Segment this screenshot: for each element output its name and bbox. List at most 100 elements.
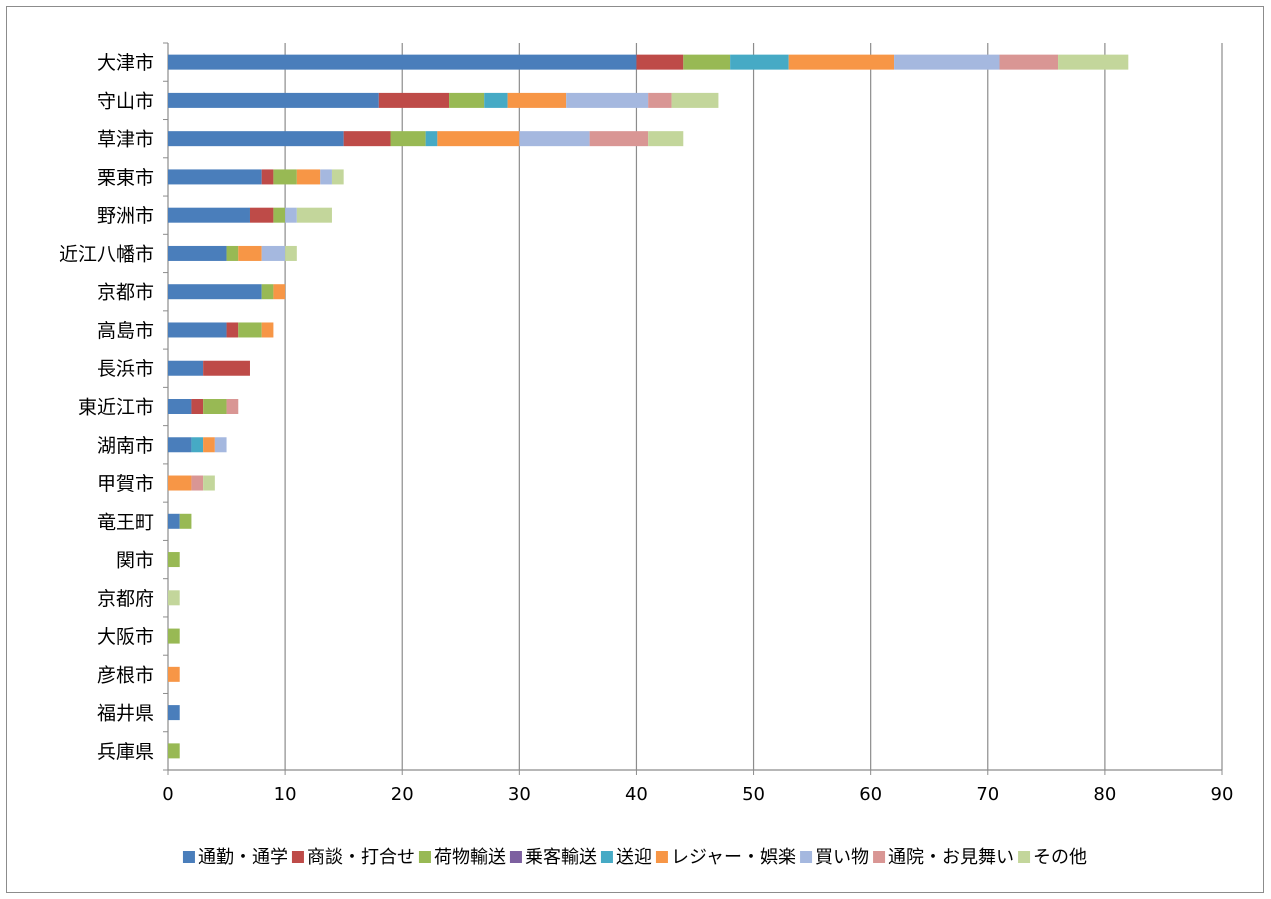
bar-segment: 兵庫県 / 荷物輸送: 1 [168, 743, 180, 759]
bar-segment: 湖南市 / レジャー・娯楽: 1 [203, 437, 215, 453]
legend-item: 買い物 [800, 847, 869, 868]
bar-segment: 高島市 / レジャー・娯楽: 1 [261, 322, 274, 338]
x-tick-label: 60 [859, 784, 882, 805]
bar-segment: 守山市 / 買い物: 7 [566, 92, 649, 108]
category-label: 高島市 [97, 320, 154, 342]
x-tick-label: 0 [162, 784, 173, 805]
category-label: 湖南市 [97, 435, 154, 457]
bar-segment: 草津市 / 荷物輸送: 3 [390, 131, 426, 147]
bar-segment: 栗東市 / その他: 1 [331, 169, 344, 185]
bar-segment: 長浜市 / 通勤・通学: 3 [168, 360, 204, 376]
bar-segment: 高島市 / 荷物輸送: 2 [238, 322, 262, 338]
legend-swatch [418, 851, 431, 863]
bar-segment: 甲賀市 / レジャー・娯楽: 2 [168, 475, 192, 491]
legend-label: 商談・打合せ [307, 847, 415, 868]
bar-segment: 大津市 / 荷物輸送: 4 [683, 54, 731, 70]
category-label: 福井県 [97, 703, 154, 725]
bar-segment: 守山市 / レジャー・娯楽: 5 [507, 92, 567, 108]
category-label: 甲賀市 [97, 473, 154, 495]
bar-segment: 京都府 / その他: 1 [168, 590, 180, 606]
bar-segment: 栗東市 / 買い物: 1 [320, 169, 332, 185]
legend-item: レジャー・娯楽 [655, 847, 796, 868]
legend-item: 通院・お見舞い [873, 847, 1014, 868]
legend-swatch [182, 851, 195, 863]
bar-segment: 草津市 / 通院・お見舞い: 5 [589, 131, 649, 147]
bar-segment: 近江八幡市 / 買い物: 2 [261, 245, 286, 261]
x-tick-label: 10 [274, 784, 297, 805]
bar-segment: 甲賀市 / 通院・お見舞い: 1 [191, 475, 204, 491]
category-label: 長浜市 [97, 358, 154, 380]
bar-segment: 京都市 / 通勤・通学: 8 [168, 284, 262, 300]
legend-label: 通勤・通学 [198, 847, 288, 868]
x-tick-labels: 0 10 20 30 40 50 60 70 80 90 [162, 770, 1233, 805]
x-tick-label: 90 [1211, 784, 1234, 805]
bar-segment: 大津市 / 買い物: 9 [894, 54, 1000, 70]
legend-label: レジャー・娯楽 [671, 847, 796, 868]
bar-segment: 栗東市 / 通勤・通学: 8 [168, 169, 262, 185]
bar-segment: 大津市 / 通院・お見舞い: 5 [999, 54, 1059, 70]
bar-segment: 近江八幡市 / 通勤・通学: 5 [168, 245, 227, 261]
legend-swatch [600, 851, 613, 863]
category-labels: 大津市守山市草津市栗東市野洲市近江八幡市京都市高島市長浜市東近江市湖南市甲賀市竜… [59, 42, 168, 771]
bar-segment: 守山市 / 通勤・通学: 18 [168, 92, 379, 108]
bar-segment: 大津市 / 通勤・通学: 40 [168, 54, 637, 70]
bar-segment: 東近江市 / 通院・お見舞い: 1 [226, 399, 239, 414]
bars: 大津市 / 通勤・通学: 40大津市 / 商談・打合せ: 4大津市 / 荷物輸送… [168, 54, 1129, 759]
category-label: 栗東市 [97, 167, 154, 189]
bar-segment: 草津市 / レジャー・娯楽: 7 [437, 131, 520, 147]
bar-segment: 野洲市 / その他: 3 [296, 207, 332, 223]
bar-segment: 守山市 / 荷物輸送: 3 [449, 92, 485, 108]
bar-segment: 栗東市 / レジャー・娯楽: 2 [296, 169, 321, 185]
legend-label: 乗客輸送 [525, 847, 597, 868]
bar-segment: 守山市 / 通院・お見舞い: 2 [648, 92, 672, 108]
legend-label: 通院・お見舞い [888, 847, 1014, 868]
bar-segment: 高島市 / 商談・打合せ: 1 [226, 322, 239, 338]
bar-segment: 近江八幡市 / 荷物輸送: 1 [226, 245, 239, 261]
bar-segment: 草津市 / 通勤・通学: 15 [168, 131, 344, 147]
category-label: 守山市 [97, 90, 154, 112]
category-label: 大阪市 [97, 626, 154, 648]
legend-swatch [509, 851, 522, 863]
bar-segment: 彦根市 / レジャー・娯楽: 1 [168, 666, 180, 682]
category-label: 兵庫県 [97, 741, 154, 763]
bar-segment: 野洲市 / 通勤・通学: 7 [168, 207, 250, 223]
category-label: 東近江市 [78, 397, 154, 419]
legend-label: 送迎 [616, 847, 652, 868]
bar-segment: 竜王町 / 通勤・通学: 1 [168, 513, 180, 529]
bar-segment: 守山市 / その他: 4 [671, 92, 719, 108]
legend: 通勤・通学 商談・打合せ 荷物輸送 乗客輸送 送迎 レジャー・娯楽 買い物 通院・お見舞い その… [182, 847, 1087, 868]
x-tick-label: 70 [976, 784, 999, 805]
x-tick-label: 80 [1093, 784, 1116, 805]
legend-label: 荷物輸送 [434, 847, 506, 868]
bar-segment: 関市 / 荷物輸送: 1 [168, 552, 180, 568]
legend-swatch [291, 851, 304, 863]
bar-segment: 栗東市 / 商談・打合せ: 1 [261, 169, 274, 185]
bar-segment: 草津市 / 買い物: 6 [519, 131, 590, 147]
chart-frame: 大津市 守山市 草津市 栗東市 野洲市 近江八幡市 京都市 高島市 長浜市 東近江市 湖南市 甲賀市竜… [6, 6, 1264, 893]
bar-segment: 京都市 / レジャー・娯楽: 1 [273, 284, 286, 300]
legend-swatch [873, 851, 886, 863]
bar-segment: 大津市 / レジャー・娯楽: 9 [788, 54, 895, 70]
bar-segment: 草津市 / その他: 3 [648, 131, 684, 147]
bar-segment: 近江八幡市 / その他: 1 [285, 245, 297, 261]
legend-item: 商談・打合せ [291, 847, 415, 868]
category-label: 竜王町 [97, 511, 154, 533]
legend-swatch [1018, 851, 1031, 863]
category-label: 関市 [116, 550, 154, 572]
bar-segment: 高島市 / 通勤・通学: 5 [168, 322, 227, 338]
bar-segment: 大阪市 / 荷物輸送: 1 [168, 628, 180, 644]
bar-segment: 栗東市 / 荷物輸送: 2 [273, 169, 297, 185]
bar-segment: 野洲市 / 買い物: 1 [285, 207, 297, 223]
bar-segment: 近江八幡市 / レジャー・娯楽: 2 [238, 245, 262, 261]
legend-item: 通勤・通学 [182, 847, 288, 868]
bar-segment: 京都市 / 荷物輸送: 1 [261, 284, 274, 300]
bar-segment: 東近江市 / 商談・打合せ: 1 [191, 399, 204, 414]
x-tick-label: 30 [508, 784, 531, 805]
category-label: 草津市 [97, 129, 154, 151]
stacked-bar-chart: 大津市守山市草津市栗東市野洲市近江八幡市京都市高島市長浜市東近江市湖南市甲賀市竜… [59, 42, 1233, 868]
legend-item: 送迎 [600, 847, 652, 868]
bar-segment: 竜王町 / 荷物輸送: 1 [179, 513, 192, 529]
bar-segment: 湖南市 / 送迎: 1 [191, 437, 204, 453]
bar-segment: 長浜市 / 商談・打合せ: 4 [203, 360, 250, 376]
category-label: 京都市 [97, 282, 154, 304]
